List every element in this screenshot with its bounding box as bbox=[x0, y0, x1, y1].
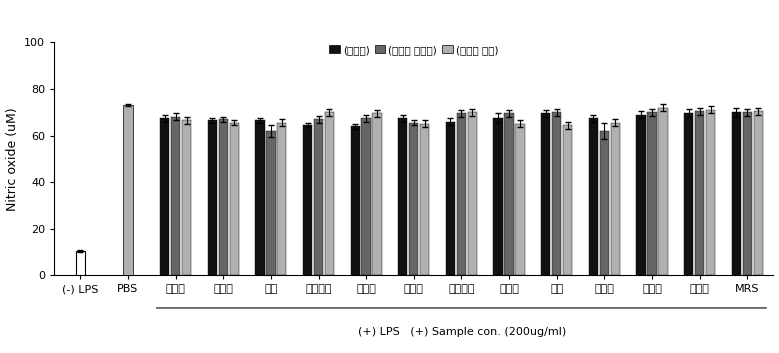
Bar bbox=[456, 113, 466, 275]
Bar bbox=[493, 118, 502, 275]
Bar bbox=[611, 123, 620, 275]
Bar bbox=[589, 118, 598, 275]
Bar bbox=[361, 118, 371, 275]
Bar bbox=[208, 120, 217, 275]
Bar bbox=[753, 111, 763, 275]
Bar bbox=[314, 119, 323, 275]
Bar bbox=[731, 112, 741, 275]
Bar bbox=[420, 124, 429, 275]
Legend: (발효전), (발효후 상등액), (발효후 균체): (발효전), (발효후 상등액), (발효후 균체) bbox=[325, 41, 502, 59]
Text: (+) LPS   (+) Sample con. (200ug/ml): (+) LPS (+) Sample con. (200ug/ml) bbox=[358, 327, 566, 337]
Bar bbox=[303, 125, 312, 275]
Bar bbox=[351, 126, 360, 275]
Bar bbox=[552, 112, 562, 275]
Bar bbox=[647, 112, 657, 275]
Bar bbox=[742, 112, 752, 275]
Bar bbox=[230, 123, 239, 275]
Bar bbox=[219, 119, 228, 275]
Bar bbox=[372, 113, 382, 275]
Bar bbox=[505, 113, 513, 275]
Bar bbox=[325, 112, 334, 275]
Bar bbox=[516, 124, 525, 275]
Bar bbox=[160, 118, 169, 275]
Bar bbox=[277, 123, 287, 275]
Bar bbox=[636, 115, 646, 275]
Bar bbox=[76, 251, 85, 275]
Bar bbox=[256, 120, 265, 275]
Bar bbox=[182, 120, 191, 275]
Bar bbox=[695, 111, 704, 275]
Bar bbox=[266, 131, 276, 275]
Bar bbox=[563, 125, 573, 275]
Bar bbox=[398, 118, 407, 275]
Bar bbox=[684, 113, 693, 275]
Bar bbox=[658, 108, 668, 275]
Bar bbox=[446, 121, 455, 275]
Bar bbox=[600, 131, 609, 275]
Bar bbox=[409, 123, 418, 275]
Bar bbox=[171, 117, 180, 275]
Y-axis label: Nitric oxide (uM): Nitric oxide (uM) bbox=[5, 107, 19, 211]
Bar bbox=[706, 110, 715, 275]
Bar bbox=[123, 105, 132, 275]
Bar bbox=[467, 112, 477, 275]
Bar bbox=[541, 113, 551, 275]
